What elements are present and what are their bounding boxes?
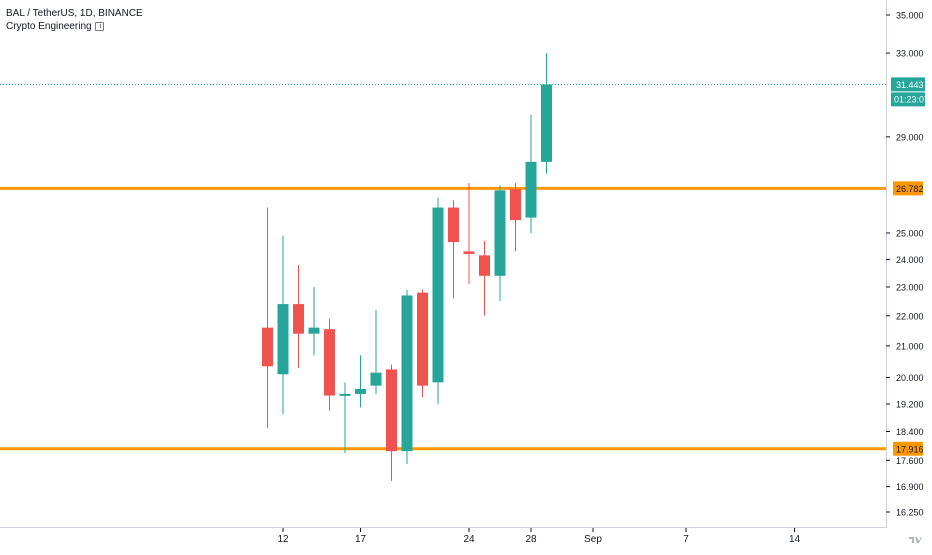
price-tick-label: 16.900 (896, 482, 924, 492)
price-tick-label: 19.200 (896, 399, 924, 409)
price-tick-label: 23.000 (896, 282, 924, 292)
candle[interactable] (479, 240, 490, 316)
candle-body (324, 329, 335, 396)
candle-body (479, 255, 490, 276)
candle[interactable] (525, 114, 537, 233)
bar-countdown-label: 01:23:07 (894, 94, 929, 104)
candle-body (417, 292, 428, 386)
indicator-settings-icon[interactable] (94, 22, 104, 31)
level-price-label: 17.916 (896, 444, 924, 454)
price-tick-label: 35.000 (896, 11, 924, 21)
price-tick-label: 24.000 (896, 255, 924, 265)
candle-body (308, 327, 320, 334)
candle-body (401, 295, 413, 452)
candle-body (463, 251, 475, 255)
candle-body (386, 369, 397, 452)
candle-body (339, 393, 351, 396)
candle-body (355, 388, 366, 394)
price-tick-label: 25.000 (896, 228, 924, 238)
candle[interactable] (463, 183, 475, 285)
candle-body (494, 190, 506, 276)
price-tick-label: 17.600 (896, 456, 924, 466)
candle-body (370, 372, 382, 386)
candle-body (293, 304, 304, 334)
time-tick-label: 12 (277, 534, 289, 545)
time-axis-area[interactable] (0, 528, 886, 550)
time-tick-label: 14 (789, 534, 801, 545)
candle-body (277, 304, 289, 375)
candle[interactable] (339, 382, 351, 453)
price-tick-label: 29.000 (896, 132, 924, 142)
price-tick-label: 18.400 (896, 427, 924, 437)
price-axis-labels: 26.782 17.916 31.443 01:23:07 (891, 77, 929, 456)
time-tick-label: 7 (683, 534, 689, 545)
candle[interactable] (277, 235, 289, 415)
candle[interactable] (262, 207, 273, 428)
candle-body (510, 189, 521, 221)
time-tick-label: 28 (525, 534, 537, 545)
candles (262, 53, 552, 481)
last-price-label: 31.443 (896, 80, 924, 90)
chart-legend: BAL / TetherUS, 1D, BINANCE Crypto Engin… (6, 7, 143, 33)
time-tick-label: 17 (355, 534, 367, 545)
indicator-legend[interactable]: Crypto Engineering (6, 20, 143, 33)
tradingview-logo-icon[interactable] (908, 534, 922, 547)
price-tick-label: 20.000 (896, 373, 924, 383)
candle[interactable] (401, 289, 413, 464)
candle[interactable] (355, 355, 366, 408)
indicator-name: Crypto Engineering (6, 21, 92, 32)
time-tick-label: 24 (463, 534, 475, 545)
time-axis-ticks: 12 17 24 28 Sep 7 14 (277, 528, 800, 545)
candle[interactable] (417, 289, 428, 398)
price-tick-label: 22.000 (896, 311, 924, 321)
candle[interactable] (510, 183, 521, 252)
candle[interactable] (541, 53, 552, 174)
candle[interactable] (370, 309, 382, 394)
candle[interactable] (494, 185, 506, 302)
candle[interactable] (324, 318, 335, 411)
price-tick-label: 16.250 (896, 508, 924, 518)
candle[interactable] (386, 364, 397, 481)
candle-body (541, 84, 552, 162)
candle-body (525, 161, 537, 218)
candle-body (262, 327, 273, 367)
candle-body (432, 207, 444, 383)
level-price-tag (893, 441, 923, 456)
candle-body (448, 207, 459, 243)
symbol-title[interactable]: BAL / TetherUS, 1D, BINANCE (6, 8, 143, 19)
candle[interactable] (432, 197, 444, 404)
candle[interactable] (448, 200, 459, 299)
level-lines (0, 84, 886, 451)
price-tick-label: 33.000 (896, 49, 924, 59)
candle[interactable] (308, 286, 320, 356)
time-tick-label: Sep (584, 534, 602, 545)
level-price-tag (893, 181, 923, 196)
level-price-label: 26.782 (896, 184, 924, 194)
price-tick-label: 21.000 (896, 341, 924, 351)
price-axis-ticks: 35.000 33.000 29.000 25.000 24.000 23.000 22.0… (886, 11, 924, 518)
candle[interactable] (293, 264, 304, 368)
